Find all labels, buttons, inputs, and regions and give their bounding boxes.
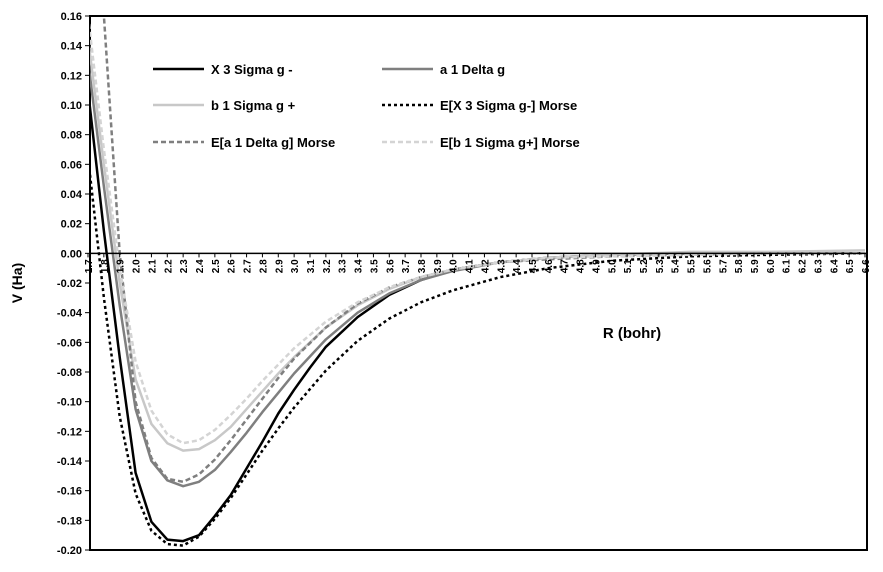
x-tick-label: 5.3: [655, 259, 666, 273]
y-tick-label: -0.18: [57, 515, 82, 527]
x-tick-label: 6.2: [798, 259, 809, 273]
x-tick-layer: 1.7 1.8 1.9 2.0 2.1 2.2 2.3 2.4 2.5 2.6 2.7 2.8 2.9 3…: [84, 253, 872, 273]
y-tick-label: -0.12: [57, 426, 82, 438]
x-tick-label: 3.9: [433, 259, 444, 273]
y-tick-label: 0.10: [61, 100, 82, 112]
x-tick-label: 3.1: [306, 259, 317, 273]
legend-label: E[a 1 Delta g] Morse: [211, 135, 335, 150]
x-tick-label: 2.4: [195, 259, 206, 273]
x-tick-label: 3.5: [369, 259, 380, 273]
x-tick-label: 4.3: [496, 259, 507, 273]
x-tick-label: 3.2: [322, 259, 333, 273]
y-tick-label: 0.04: [61, 189, 83, 201]
x-tick-label: 2.2: [163, 259, 174, 273]
series-line-3: [90, 44, 866, 452]
y-tick-label: -0.20: [57, 545, 82, 557]
legend-label: E[X 3 Sigma g-] Morse: [440, 98, 577, 113]
series-layer: [90, 16, 866, 547]
series-line-5: [102, 16, 865, 484]
y-tick-label: 0.16: [61, 11, 82, 23]
x-tick-label: 4.0: [449, 259, 460, 273]
x-tick-label: 6.5: [845, 259, 856, 273]
x-tick-label: 2.0: [132, 259, 143, 273]
x-tick-label: 3.3: [338, 259, 349, 273]
x-tick-label: 4.2: [480, 259, 491, 273]
y-tick-label: 0.02: [61, 219, 82, 231]
y-tick-label: 0.08: [61, 130, 82, 142]
x-tick-label: 6.3: [813, 259, 824, 273]
y-tick-label: -0.16: [57, 486, 82, 498]
x-tick-label: 5.1: [623, 259, 634, 273]
x-tick-label: 5.2: [639, 259, 650, 273]
legend-label: b 1 Sigma g +: [211, 98, 296, 113]
x-tick-label: 2.8: [258, 259, 269, 273]
x-tick-label: 5.5: [687, 259, 698, 273]
x-tick-label: 3.7: [401, 259, 412, 273]
x-tick-label: 6.0: [766, 259, 777, 273]
y-tick-label: -0.04: [57, 308, 83, 320]
x-tick-label: 6.1: [782, 259, 793, 273]
y-tick-label: 0.06: [61, 159, 82, 171]
x-tick-label: 4.6: [544, 259, 555, 273]
y-tick-label: -0.14: [57, 456, 83, 468]
legend: X 3 Sigma g - a 1 Delta g b 1 Sigma g + E[X…: [153, 62, 580, 150]
series-line-6: [90, 22, 865, 445]
x-tick-label: 4.9: [591, 259, 602, 273]
x-tick-label: 4.5: [528, 259, 539, 273]
x-tick-label: 5.9: [750, 259, 761, 273]
x-tick-label: 2.7: [243, 259, 254, 273]
y-tick-label: 0.14: [61, 41, 83, 53]
x-tick-label: 2.3: [179, 259, 190, 273]
x-tick-label: 4.7: [560, 259, 571, 273]
x-tick-label: 2.9: [274, 259, 285, 273]
legend-label: X 3 Sigma g -: [211, 62, 293, 77]
y-axis-label: V (Ha): [9, 263, 25, 303]
x-tick-label: 6.4: [829, 259, 840, 273]
x-tick-label: 3.0: [290, 259, 301, 273]
x-tick-label: 5.8: [734, 259, 745, 273]
x-tick-label: 5.4: [671, 259, 682, 273]
x-tick-label: 1.7: [84, 259, 95, 273]
legend-label: E[b 1 Sigma g+] Morse: [440, 135, 580, 150]
x-tick-label: 1.9: [116, 259, 127, 273]
x-tick-label: 6.6: [861, 259, 872, 273]
x-tick-label: 2.6: [227, 259, 238, 273]
y-tick-label: -0.02: [57, 278, 82, 290]
x-tick-label: 2.1: [147, 259, 158, 273]
y-tick-label: 0.00: [61, 248, 82, 260]
y-tick-label: -0.06: [57, 337, 82, 349]
x-tick-label: 5.7: [718, 259, 729, 273]
x-tick-label: 3.6: [385, 259, 396, 273]
x-tick-label: 4.8: [576, 259, 587, 273]
series-line-4: [90, 163, 866, 547]
y-tick-label: 0.12: [61, 70, 82, 82]
y-tick-layer: 0.16 0.14 0.12 0.10 0.08 0.06 0.04 0.02 0.00 -0.0…: [57, 11, 90, 557]
x-tick-label: 5.6: [702, 259, 713, 273]
x-tick-label: 3.8: [417, 259, 428, 273]
x-tick-label: 4.1: [465, 259, 476, 273]
x-tick-label: 4.4: [512, 259, 523, 273]
y-tick-label: -0.08: [57, 367, 82, 379]
legend-label: a 1 Delta g: [440, 62, 505, 77]
x-axis-label: R (bohr): [603, 325, 661, 342]
x-tick-label: 5.0: [607, 259, 618, 273]
y-tick-label: -0.10: [57, 397, 82, 409]
x-tick-label: 3.4: [354, 259, 365, 273]
x-tick-label: 2.5: [211, 259, 222, 273]
x-tick-label: 1.8: [100, 259, 111, 273]
